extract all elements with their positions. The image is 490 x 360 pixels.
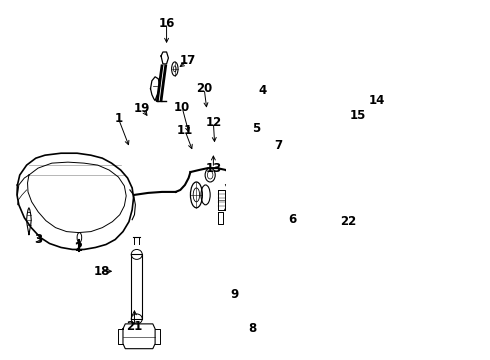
Text: 6: 6 <box>289 213 297 226</box>
Text: 4: 4 <box>259 84 267 97</box>
Text: 11: 11 <box>177 124 193 137</box>
Text: 2: 2 <box>74 241 82 254</box>
Text: 9: 9 <box>230 288 238 301</box>
Text: 19: 19 <box>134 102 150 115</box>
Text: 20: 20 <box>196 82 212 95</box>
Text: 21: 21 <box>126 320 143 333</box>
Text: 15: 15 <box>350 109 367 122</box>
Text: 10: 10 <box>174 101 190 114</box>
Text: 14: 14 <box>368 94 385 107</box>
Text: 7: 7 <box>274 139 283 152</box>
Text: 22: 22 <box>340 215 356 228</box>
Text: 17: 17 <box>179 54 196 67</box>
Text: 3: 3 <box>34 233 42 246</box>
Text: 18: 18 <box>93 265 110 278</box>
Text: 16: 16 <box>158 17 175 30</box>
Text: 1: 1 <box>114 112 122 125</box>
Text: 12: 12 <box>205 116 221 129</box>
Text: 13: 13 <box>205 162 221 175</box>
Text: 5: 5 <box>252 122 261 135</box>
Text: 8: 8 <box>249 322 257 336</box>
